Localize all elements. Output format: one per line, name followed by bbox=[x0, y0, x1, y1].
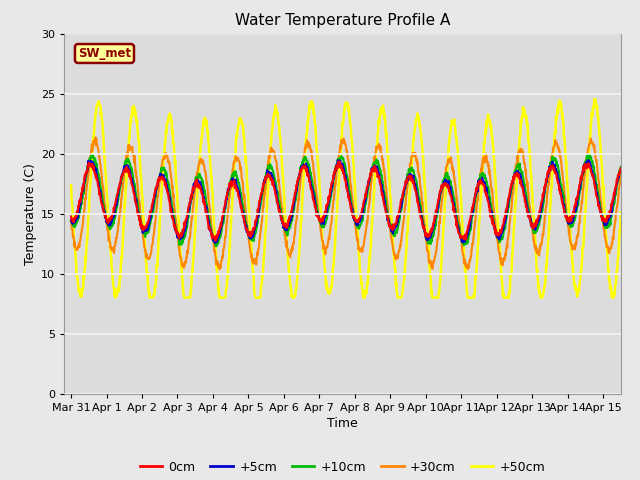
Legend: 0cm, +5cm, +10cm, +30cm, +50cm: 0cm, +5cm, +10cm, +30cm, +50cm bbox=[134, 456, 550, 479]
X-axis label: Time: Time bbox=[327, 417, 358, 430]
Title: Water Temperature Profile A: Water Temperature Profile A bbox=[235, 13, 450, 28]
Y-axis label: Temperature (C): Temperature (C) bbox=[24, 163, 36, 264]
Text: SW_met: SW_met bbox=[78, 47, 131, 60]
